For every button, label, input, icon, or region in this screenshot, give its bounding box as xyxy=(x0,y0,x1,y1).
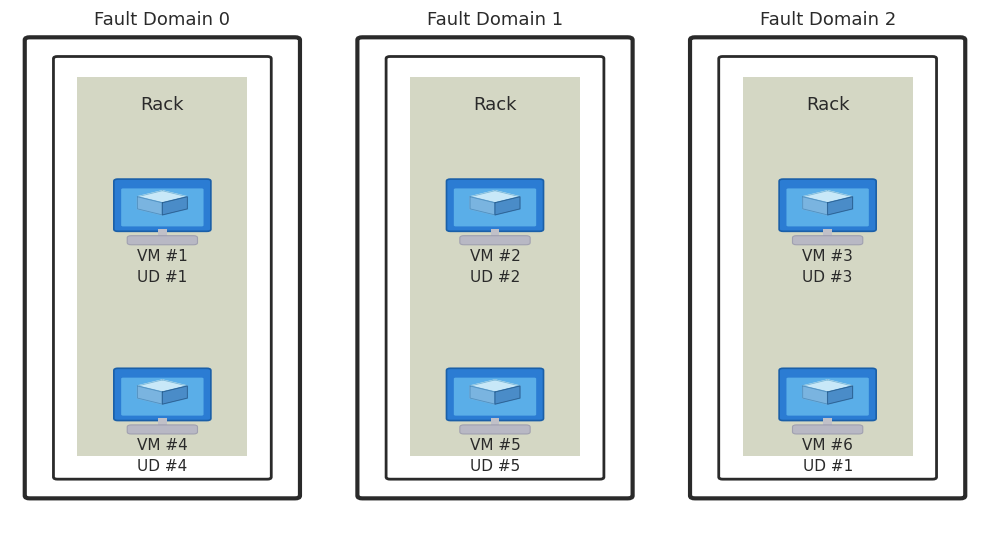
FancyBboxPatch shape xyxy=(453,377,537,416)
FancyBboxPatch shape xyxy=(446,179,544,231)
FancyBboxPatch shape xyxy=(121,188,204,227)
FancyBboxPatch shape xyxy=(25,37,300,498)
Bar xyxy=(77,77,247,456)
FancyBboxPatch shape xyxy=(53,56,271,479)
FancyBboxPatch shape xyxy=(719,56,937,479)
Polygon shape xyxy=(138,191,187,203)
FancyBboxPatch shape xyxy=(386,56,604,479)
FancyBboxPatch shape xyxy=(786,188,869,227)
Polygon shape xyxy=(138,380,187,392)
Text: Fault Domain 2: Fault Domain 2 xyxy=(759,11,896,29)
Bar xyxy=(824,229,832,238)
Polygon shape xyxy=(138,197,162,215)
Polygon shape xyxy=(470,191,520,203)
Text: VM #2
UD #2: VM #2 UD #2 xyxy=(469,249,521,285)
FancyBboxPatch shape xyxy=(792,425,862,434)
Polygon shape xyxy=(828,197,852,215)
FancyBboxPatch shape xyxy=(127,425,198,434)
Bar xyxy=(491,418,499,427)
Polygon shape xyxy=(495,197,520,215)
Text: Rack: Rack xyxy=(473,96,517,114)
Text: Rack: Rack xyxy=(141,96,184,114)
Polygon shape xyxy=(495,386,520,404)
Polygon shape xyxy=(162,386,187,404)
FancyBboxPatch shape xyxy=(779,179,876,231)
Bar xyxy=(824,418,832,427)
FancyBboxPatch shape xyxy=(779,368,876,421)
Text: VM #4
UD #4: VM #4 UD #4 xyxy=(137,438,188,474)
Text: VM #5
UD #5: VM #5 UD #5 xyxy=(469,438,521,474)
Bar xyxy=(410,77,580,456)
Bar xyxy=(742,77,913,456)
FancyBboxPatch shape xyxy=(459,425,531,434)
Polygon shape xyxy=(470,197,495,215)
Text: VM #1
UD #1: VM #1 UD #1 xyxy=(137,249,188,285)
Polygon shape xyxy=(470,380,520,392)
Polygon shape xyxy=(828,386,852,404)
Text: Fault Domain 0: Fault Domain 0 xyxy=(94,11,231,29)
Text: VM #6
UD #1: VM #6 UD #1 xyxy=(802,438,853,474)
FancyBboxPatch shape xyxy=(114,179,211,231)
Polygon shape xyxy=(803,191,852,203)
FancyBboxPatch shape xyxy=(121,377,204,416)
FancyBboxPatch shape xyxy=(786,377,869,416)
Text: Fault Domain 1: Fault Domain 1 xyxy=(427,11,563,29)
FancyBboxPatch shape xyxy=(459,236,531,245)
Text: Rack: Rack xyxy=(806,96,849,114)
FancyBboxPatch shape xyxy=(453,188,537,227)
Polygon shape xyxy=(803,386,828,404)
FancyBboxPatch shape xyxy=(446,368,544,421)
FancyBboxPatch shape xyxy=(792,236,862,245)
Text: VM #3
UD #3: VM #3 UD #3 xyxy=(802,249,853,285)
FancyBboxPatch shape xyxy=(127,236,198,245)
Bar xyxy=(491,229,499,238)
Polygon shape xyxy=(138,386,162,404)
FancyBboxPatch shape xyxy=(690,37,965,498)
Polygon shape xyxy=(803,197,828,215)
Bar xyxy=(158,229,166,238)
Bar xyxy=(158,418,166,427)
Polygon shape xyxy=(470,386,495,404)
FancyBboxPatch shape xyxy=(357,37,633,498)
Polygon shape xyxy=(803,380,852,392)
Polygon shape xyxy=(162,197,187,215)
FancyBboxPatch shape xyxy=(114,368,211,421)
